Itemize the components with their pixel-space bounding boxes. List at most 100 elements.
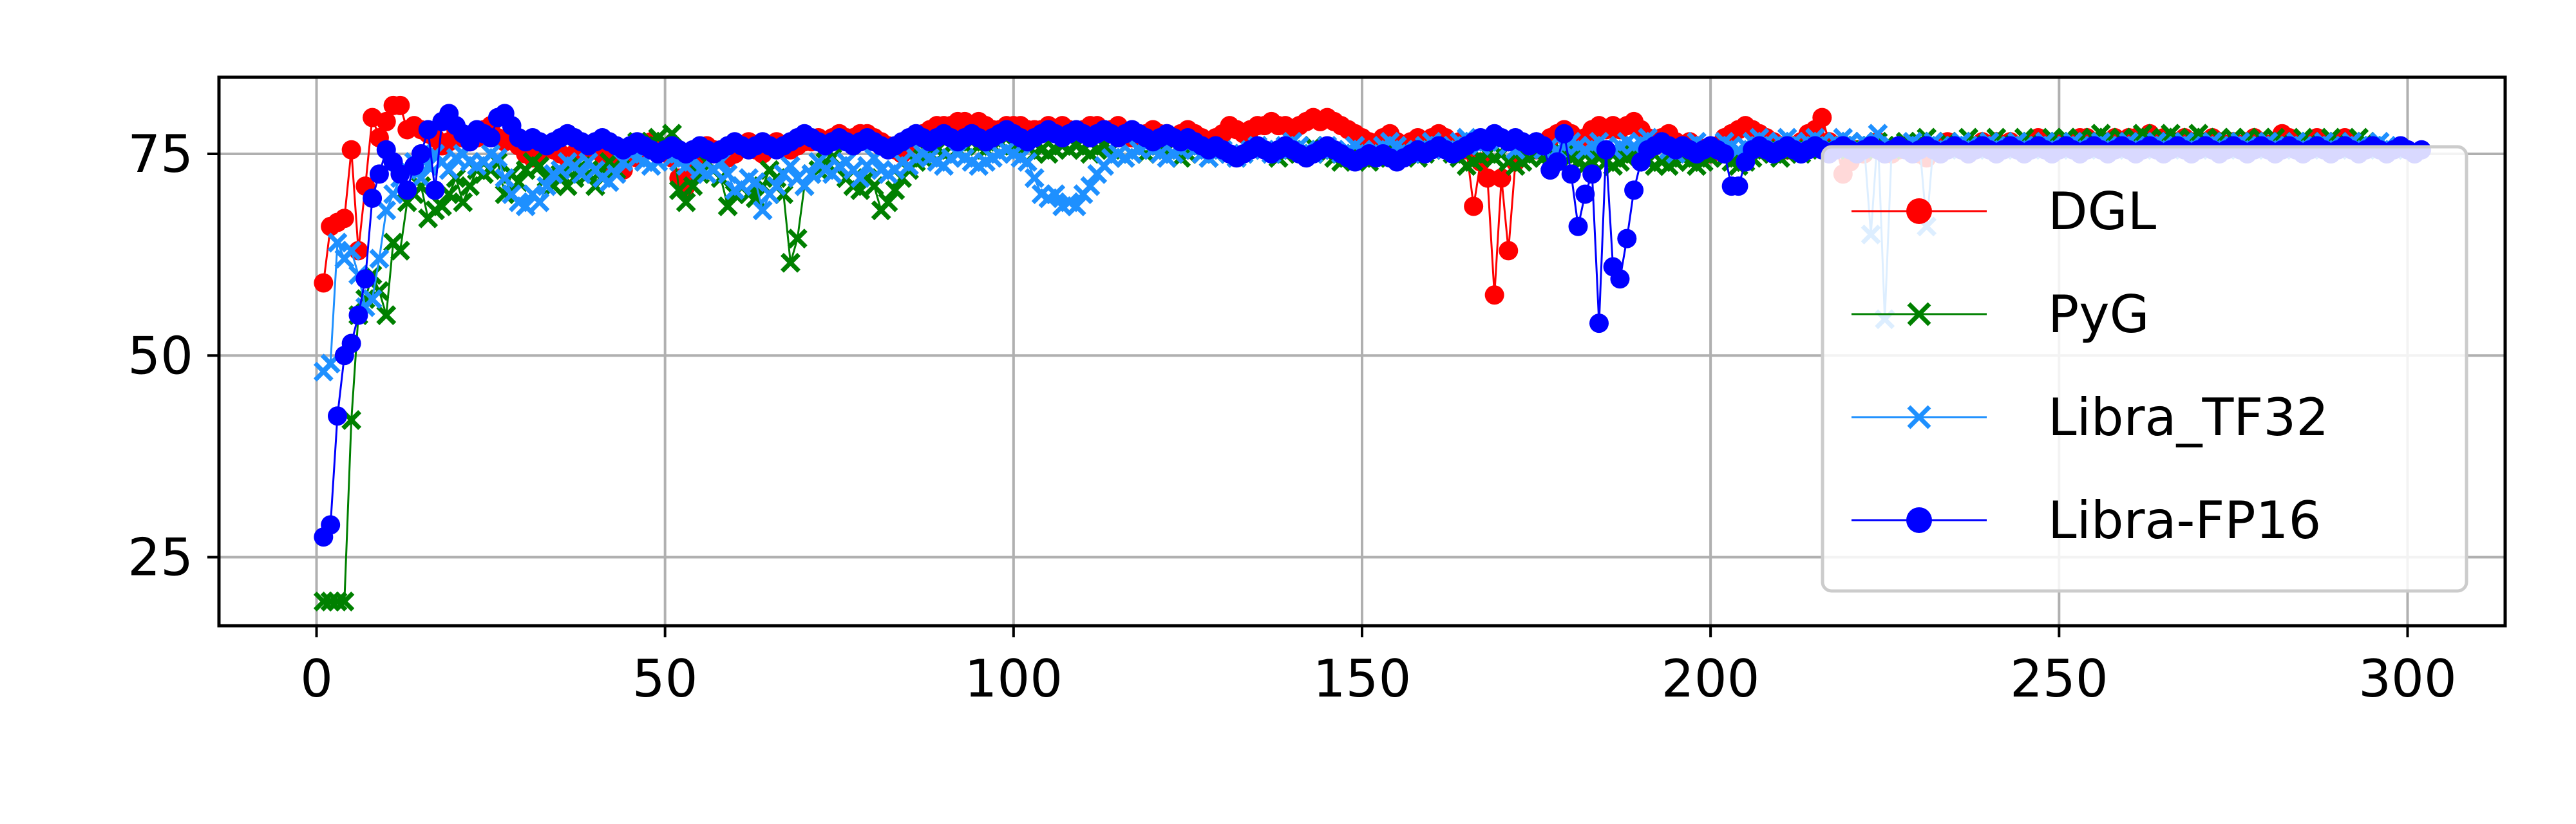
data-point-pyg [390,240,410,261]
data-point-libra-fp16 [1568,216,1588,236]
x-tick-label: 250 [2010,649,2108,709]
data-point-libra-fp16 [1582,164,1602,184]
y-tick-label: 50 [128,326,193,386]
data-point-pyg [717,196,738,216]
data-point-pyg [334,591,355,612]
data-point-pyg [878,192,898,212]
data-point-dgl [376,111,396,131]
data-point-pyg [787,229,808,249]
data-point-libra-tf32 [369,248,390,269]
data-point-pyg [453,192,473,212]
data-point-libra-tf32 [752,200,773,221]
y-tick-label: 75 [128,124,193,184]
legend-marker [1906,198,1932,224]
data-point-libra-fp16 [1561,164,1581,184]
data-point-libra-tf32 [850,168,871,189]
data-point-libra-fp16 [411,144,431,164]
data-point-pyg [529,156,550,176]
data-point-libra-tf32 [766,176,787,196]
data-point-dgl [314,273,334,293]
data-point-libra-tf32 [439,160,459,180]
data-point-pyg [668,180,689,200]
legend-label: Libra-FP16 [2048,491,2321,550]
legend-marker [1906,507,1932,533]
data-point-libra-fp16 [1617,229,1637,248]
data-point-libra-fp16 [481,127,501,147]
data-point-libra-tf32 [376,200,397,221]
data-point-dgl [1499,241,1519,261]
data-point-libra-tf32 [341,240,362,261]
x-tick-label: 100 [964,649,1063,709]
x-tick-label: 200 [1662,649,1760,709]
data-point-libra-fp16 [397,180,417,200]
data-point-libra-tf32 [571,164,592,184]
data-point-libra-tf32 [794,176,815,196]
data-point-libra-fp16 [369,164,389,184]
legend-box [1821,145,2468,593]
data-point-libra-tf32 [1018,152,1037,173]
x-tick-label: 300 [2358,649,2457,709]
data-point-dgl [341,140,361,160]
data-point-libra-fp16 [327,406,347,426]
data-point-libra-fp16 [341,333,361,353]
data-point-pyg [327,591,348,612]
x-tick-label: 150 [1313,649,1412,709]
data-point-libra-fp16 [1548,152,1567,172]
data-point-dgl [390,95,410,115]
data-point-libra-fp16 [1589,314,1609,333]
data-point-libra-tf32 [488,147,508,168]
data-point-pyg [676,192,696,212]
data-point-dgl [1812,108,1832,127]
data-point-libra-fp16 [348,305,368,325]
data-point-libra-tf32 [529,192,550,212]
data-point-libra-fp16 [321,515,341,535]
data-point-dgl [1464,196,1484,216]
legend-marker [1907,405,1931,429]
legend-entry-libra-tf32: Libra_TF32 [1852,388,2329,447]
data-point-libra-fp16 [1575,184,1595,204]
data-point-pyg [431,196,452,216]
data-point-libra-fp16 [363,188,383,208]
legend-marker [1907,302,1931,326]
data-point-pyg [885,180,905,200]
data-point-libra-tf32 [1045,184,1066,205]
series-layer [313,95,2432,612]
data-point-libra-fp16 [1624,180,1644,200]
data-point-pyg [376,305,397,326]
legend-entry-dgl: DGL [1852,182,2157,241]
data-point-libra-tf32 [327,232,348,253]
data-point-libra-fp16 [1533,136,1553,156]
legend-label: DGL [2048,182,2157,241]
data-point-libra-fp16 [390,164,410,184]
data-point-libra-fp16 [355,269,375,289]
legend-label: PyG [2048,285,2150,344]
x-tick-label: 0 [300,649,333,709]
data-point-libra-tf32 [495,168,515,189]
data-point-libra-fp16 [1728,176,1748,196]
data-point-dgl [334,209,354,229]
legend: DGL PyG Libra_TF32 Libra-FP16 [1821,145,2468,593]
data-point-libra-fp16 [1610,269,1630,289]
legend-label: Libra_TF32 [2048,388,2329,447]
y-tick-label: 25 [128,528,193,588]
data-point-libra-fp16 [1596,140,1616,160]
data-point-libra-tf32 [1066,196,1086,216]
legend-entry-pyg: PyG [1852,285,2150,344]
data-point-libra-tf32 [536,176,557,196]
data-point-libra-tf32 [362,289,383,310]
data-point-pyg [690,164,710,184]
data-point-libra-tf32 [801,164,822,184]
data-point-libra-tf32 [781,156,800,176]
x-tick-label: 50 [632,649,698,709]
legend-entry-libra-fp16: Libra-FP16 [1852,491,2321,550]
data-point-libra-fp16 [418,120,438,140]
data-point-pyg [781,252,800,273]
data-point-libra-tf32 [1080,176,1101,196]
data-point-libra-tf32 [1024,168,1045,189]
data-point-libra-tf32 [606,164,627,184]
data-point-libra-fp16 [1714,144,1734,164]
data-point-dgl [1477,168,1497,188]
data-point-libra-tf32 [515,196,536,216]
data-point-dgl [1484,285,1504,305]
